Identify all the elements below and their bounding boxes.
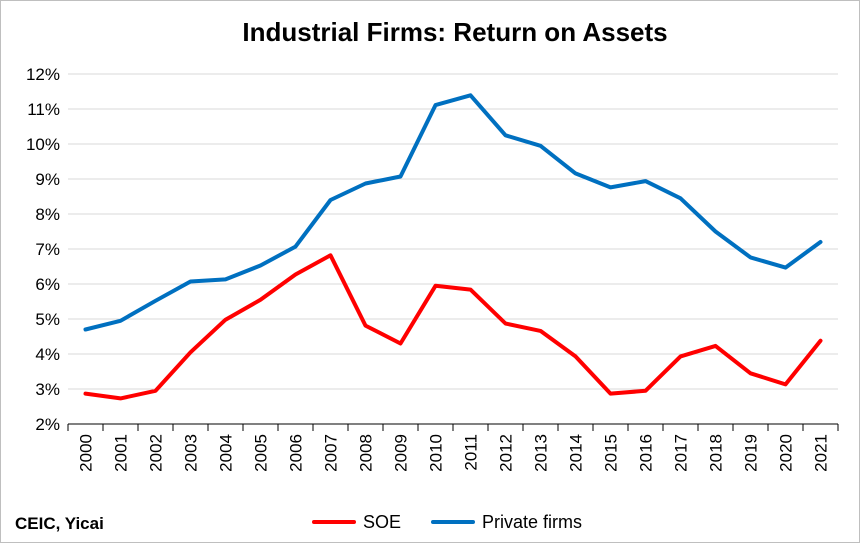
y-tick-label: 10% [26,135,60,154]
y-tick-label: 7% [35,240,60,259]
source-label: CEIC, Yicai [15,514,104,533]
chart-title: Industrial Firms: Return on Assets [242,17,667,47]
legend-label: Private firms [482,512,582,532]
y-tick-label: 9% [35,170,60,189]
y-tick-label: 2% [35,415,60,434]
y-tick-label: 12% [26,65,60,84]
x-tick-label: 2021 [812,434,831,472]
x-tick-label: 2005 [252,434,271,472]
y-tick-label: 3% [35,380,60,399]
y-tick-label: 8% [35,205,60,224]
y-tick-label: 11% [27,100,60,119]
x-tick-label: 2010 [427,434,446,472]
x-tick-label: 2018 [707,434,726,472]
x-tick-label: 2015 [602,434,621,472]
x-tick-label: 2019 [742,434,761,472]
x-tick-label: 2007 [322,434,341,472]
x-tick-label: 2017 [672,434,691,472]
y-tick-label: 5% [35,310,60,329]
y-tick-label: 4% [35,345,60,364]
x-tick-label: 2000 [77,434,96,472]
legend-label: SOE [363,512,401,532]
gridlines [68,73,838,390]
series-line-private-firms [83,93,823,332]
x-tick-label: 2013 [532,434,551,472]
x-tick-label: 2002 [147,434,166,472]
x-tick-label: 2020 [777,434,796,472]
x-tick-label: 2014 [567,434,586,472]
y-tick-label: 6% [35,275,60,294]
x-tick-label: 2009 [392,434,411,472]
series-line-soe [83,253,823,401]
x-tick-label: 2008 [357,434,376,472]
x-tick-label: 2003 [182,434,201,472]
x-tick-label: 2004 [217,434,236,472]
legend: SOE Private firms [312,512,582,532]
x-tick-label: 2001 [112,434,131,472]
x-tick-label: 2016 [637,434,656,472]
x-tick-label: 2012 [497,434,516,472]
axes: 2% 3% 4% 5% 6% 7% 8% 9% 10% 11% 12% 2000 2001 2002 200… [26,65,839,472]
x-tick-label: 2011 [462,434,481,471]
series-lines [83,93,823,401]
x-tick-label: 2006 [287,434,306,472]
